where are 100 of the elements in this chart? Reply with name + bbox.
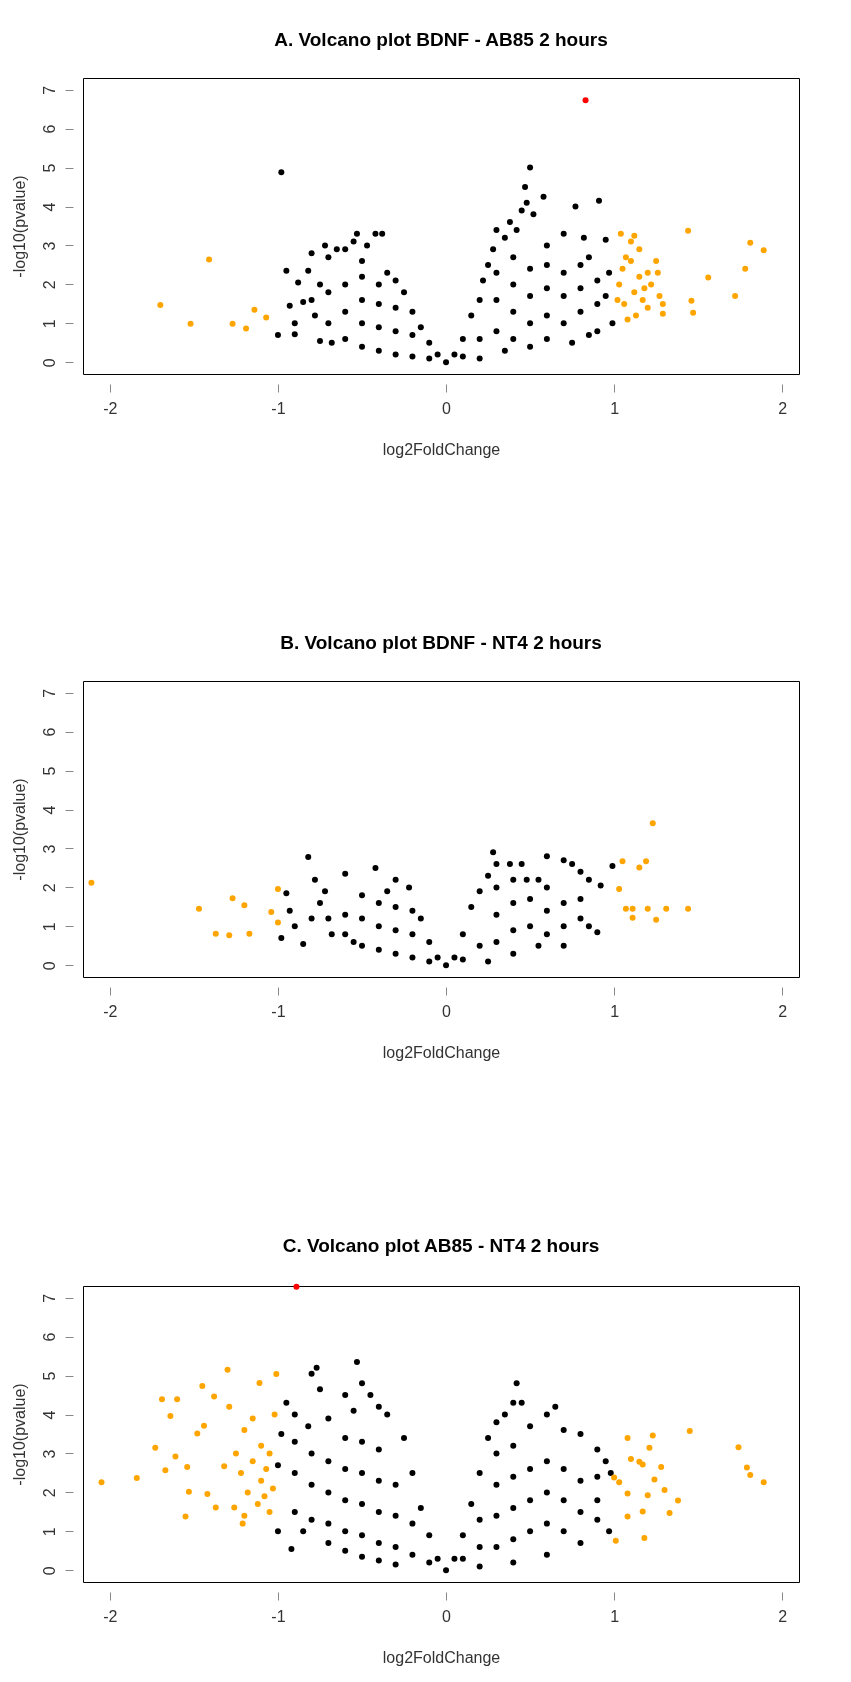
point xyxy=(274,885,281,892)
point xyxy=(251,306,258,313)
point xyxy=(246,930,253,937)
point xyxy=(654,269,661,276)
y-tick-label: 4 xyxy=(40,1410,58,1420)
point xyxy=(644,905,651,912)
x-tick-label: -1 xyxy=(271,1607,286,1625)
x-tick-label: 1 xyxy=(610,1002,620,1020)
point xyxy=(663,905,670,912)
y-tick-label: 2 xyxy=(40,883,58,893)
y-axis-title: -log10(pvalue) xyxy=(10,1383,28,1486)
point xyxy=(690,309,697,316)
point xyxy=(619,858,626,865)
x-axis-title: log2FoldChange xyxy=(382,440,501,458)
point xyxy=(760,247,767,254)
y-tick-label: 5 xyxy=(40,163,58,173)
point xyxy=(624,316,631,323)
x-tick-label: 0 xyxy=(442,1002,452,1020)
chart-title: A. Volcano plot BDNF - AB85 2 hours xyxy=(274,29,608,50)
point xyxy=(268,908,275,915)
point xyxy=(649,820,656,827)
y-tick-label: 0 xyxy=(40,961,58,971)
y-tick-label: 0 xyxy=(40,358,58,368)
point xyxy=(622,905,629,912)
point xyxy=(241,902,248,909)
point xyxy=(688,297,695,304)
point xyxy=(226,932,233,939)
point xyxy=(747,239,754,246)
y-tick-label: 6 xyxy=(40,124,58,134)
y-tick-label: 7 xyxy=(40,1293,58,1303)
x-tick-label: -1 xyxy=(271,399,286,417)
x-tick-label: 1 xyxy=(610,399,620,417)
point xyxy=(616,885,623,892)
point xyxy=(229,320,236,327)
point xyxy=(644,269,651,276)
point xyxy=(636,273,643,280)
y-axis-title: -log10(pvalue) xyxy=(10,778,28,881)
y-tick-label: 6 xyxy=(40,727,58,737)
x-tick-label: 2 xyxy=(778,1607,788,1625)
x-tick-label: -1 xyxy=(271,1002,286,1020)
point xyxy=(653,916,660,923)
point xyxy=(636,864,643,871)
point xyxy=(619,265,626,272)
point xyxy=(206,256,213,263)
chart-title: C. Volcano plot AB85 - NT4 2 hours xyxy=(282,1234,600,1256)
x-tick-label: -2 xyxy=(103,399,118,417)
point xyxy=(627,258,634,265)
point xyxy=(685,905,692,912)
point xyxy=(243,325,250,332)
y-tick-label: 5 xyxy=(40,1371,58,1381)
x-tick-label: 1 xyxy=(610,1607,620,1625)
point xyxy=(631,289,638,296)
point xyxy=(629,905,636,912)
point xyxy=(742,265,749,272)
y-tick-label: 7 xyxy=(40,688,58,698)
point xyxy=(616,281,623,288)
point xyxy=(659,300,666,307)
point xyxy=(187,320,194,327)
x-axis-title: log2FoldChange xyxy=(382,1648,501,1666)
point xyxy=(617,230,624,237)
y-tick-label: 3 xyxy=(40,844,58,854)
point xyxy=(263,314,270,321)
y-tick-label: 2 xyxy=(40,280,58,290)
point xyxy=(621,300,628,307)
y-axis-title: -log10(pvalue) xyxy=(10,175,28,278)
point xyxy=(685,227,692,234)
y-tick-label: 1 xyxy=(40,319,58,329)
y-tick-label: 4 xyxy=(40,805,58,815)
point xyxy=(636,246,643,253)
chart-title: B. Volcano plot BDNF - NT4 2 hours xyxy=(280,632,602,653)
point xyxy=(212,930,219,937)
y-tick-label: 5 xyxy=(40,766,58,776)
point xyxy=(614,297,621,303)
point xyxy=(656,293,663,300)
point xyxy=(648,281,655,288)
y-tick-label: 4 xyxy=(40,202,58,212)
point xyxy=(229,895,236,902)
point xyxy=(643,858,650,865)
point xyxy=(195,905,202,912)
y-tick-label: 1 xyxy=(40,922,58,932)
point xyxy=(639,297,646,303)
point xyxy=(274,919,281,926)
x-tick-label: -2 xyxy=(103,1002,118,1020)
point xyxy=(653,258,660,265)
point xyxy=(641,285,648,292)
point xyxy=(627,238,634,245)
point xyxy=(632,312,639,319)
point xyxy=(88,879,95,886)
point xyxy=(622,254,629,261)
point xyxy=(157,302,164,309)
x-tick-label: 2 xyxy=(778,399,788,417)
point xyxy=(631,232,638,239)
point xyxy=(659,310,666,317)
x-tick-label: 0 xyxy=(442,399,452,417)
point xyxy=(582,97,589,104)
point xyxy=(629,914,636,921)
y-tick-label: 3 xyxy=(40,1449,58,1459)
point xyxy=(705,274,712,281)
point xyxy=(644,304,651,311)
x-tick-label: -2 xyxy=(103,1607,118,1625)
